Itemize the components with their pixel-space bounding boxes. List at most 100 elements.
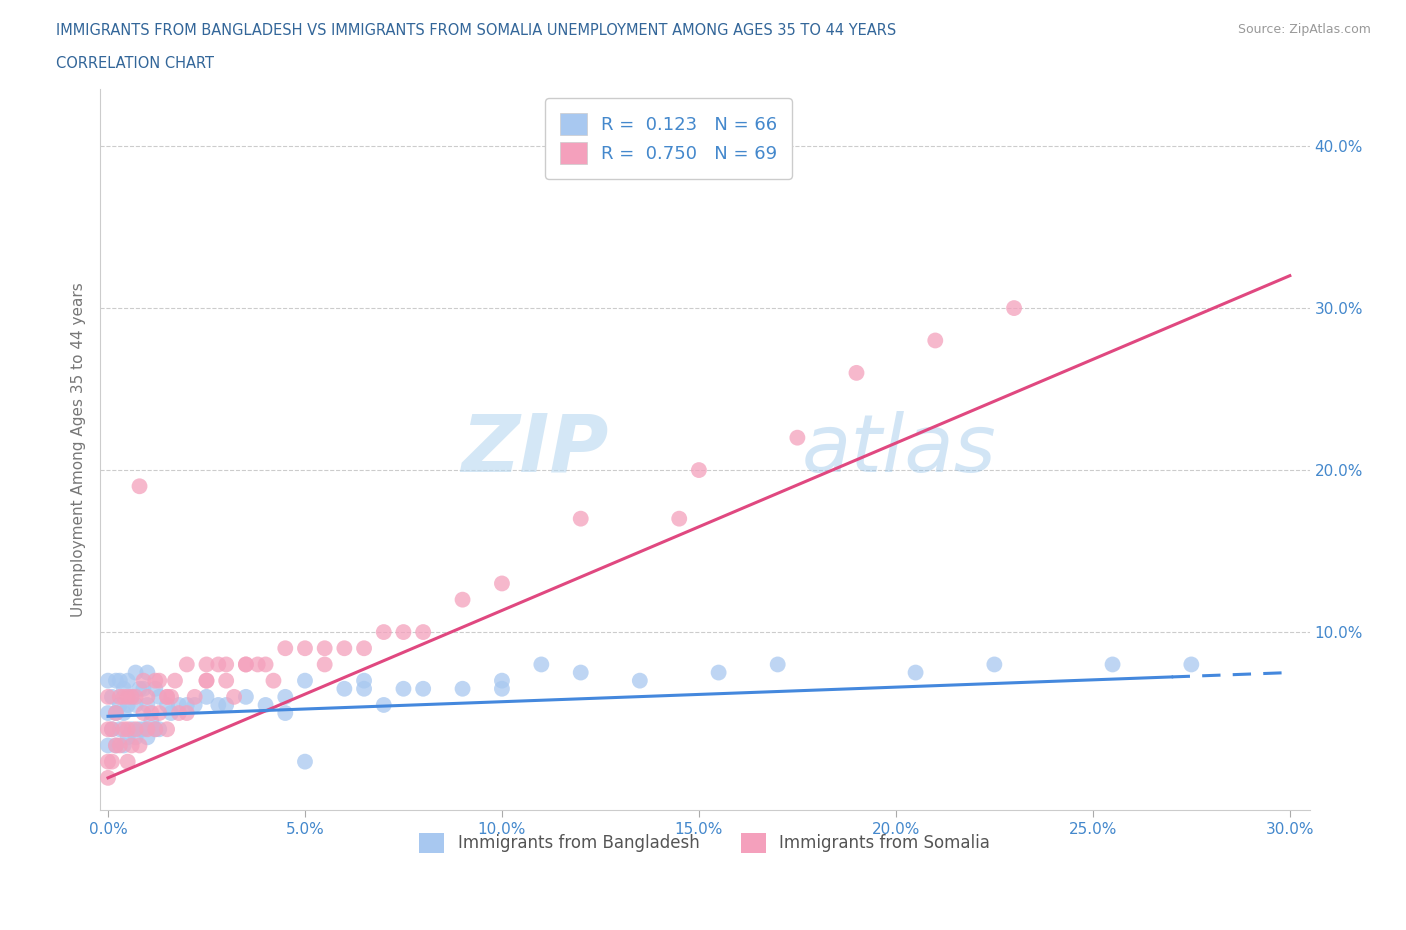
- Point: [167, 698, 190, 712]
- Point: [766, 657, 789, 671]
- Point: [112, 682, 135, 697]
- Point: [353, 673, 375, 688]
- Point: [104, 706, 127, 721]
- Point: [112, 722, 135, 737]
- Point: [215, 673, 238, 688]
- Point: [215, 698, 238, 712]
- Point: [262, 673, 284, 688]
- Point: [707, 665, 730, 680]
- Point: [160, 689, 183, 704]
- Point: [333, 682, 356, 697]
- Point: [207, 657, 229, 671]
- Point: [128, 738, 150, 753]
- Point: [104, 706, 127, 721]
- Point: [333, 641, 356, 656]
- Text: Source: ZipAtlas.com: Source: ZipAtlas.com: [1237, 23, 1371, 36]
- Point: [117, 673, 139, 688]
- Point: [121, 722, 143, 737]
- Point: [124, 698, 146, 712]
- Point: [136, 698, 159, 712]
- Text: IMMIGRANTS FROM BANGLADESH VS IMMIGRANTS FROM SOMALIA UNEMPLOYMENT AMONG AGES 35: IMMIGRANTS FROM BANGLADESH VS IMMIGRANTS…: [56, 23, 897, 38]
- Text: ZIP: ZIP: [461, 411, 607, 489]
- Point: [373, 625, 395, 640]
- Point: [124, 730, 146, 745]
- Point: [104, 673, 127, 688]
- Point: [128, 682, 150, 697]
- Point: [97, 770, 120, 785]
- Point: [530, 657, 553, 671]
- Point: [246, 657, 269, 671]
- Point: [569, 665, 592, 680]
- Point: [176, 657, 198, 671]
- Point: [314, 657, 336, 671]
- Point: [392, 625, 415, 640]
- Point: [491, 673, 513, 688]
- Point: [373, 698, 395, 712]
- Point: [274, 706, 297, 721]
- Point: [97, 754, 120, 769]
- Point: [845, 365, 868, 380]
- Point: [108, 698, 131, 712]
- Point: [97, 706, 120, 721]
- Point: [104, 738, 127, 753]
- Point: [786, 431, 808, 445]
- Point: [104, 738, 127, 753]
- Point: [235, 657, 257, 671]
- Point: [160, 706, 183, 721]
- Point: [112, 689, 135, 704]
- Point: [195, 673, 218, 688]
- Point: [904, 665, 927, 680]
- Point: [1180, 657, 1202, 671]
- Point: [183, 698, 205, 712]
- Point: [451, 592, 474, 607]
- Point: [156, 689, 179, 704]
- Point: [668, 512, 690, 526]
- Point: [569, 512, 592, 526]
- Point: [97, 738, 120, 753]
- Point: [451, 682, 474, 697]
- Point: [112, 738, 135, 753]
- Point: [132, 722, 155, 737]
- Point: [294, 754, 316, 769]
- Point: [156, 698, 179, 712]
- Point: [1101, 657, 1123, 671]
- Point: [143, 722, 166, 737]
- Point: [108, 673, 131, 688]
- Point: [121, 689, 143, 704]
- Point: [353, 641, 375, 656]
- Point: [163, 673, 186, 688]
- Point: [412, 625, 434, 640]
- Point: [314, 641, 336, 656]
- Point: [148, 706, 170, 721]
- Point: [167, 706, 190, 721]
- Point: [108, 738, 131, 753]
- Point: [215, 657, 238, 671]
- Point: [148, 689, 170, 704]
- Point: [143, 722, 166, 737]
- Point: [132, 682, 155, 697]
- Point: [141, 713, 163, 728]
- Point: [491, 682, 513, 697]
- Legend: Immigrants from Bangladesh, Immigrants from Somalia: Immigrants from Bangladesh, Immigrants f…: [413, 826, 997, 859]
- Point: [254, 657, 277, 671]
- Point: [176, 706, 198, 721]
- Point: [688, 462, 710, 477]
- Point: [97, 689, 120, 704]
- Point: [136, 689, 159, 704]
- Point: [136, 722, 159, 737]
- Point: [491, 576, 513, 591]
- Point: [117, 754, 139, 769]
- Point: [132, 673, 155, 688]
- Point: [294, 673, 316, 688]
- Point: [207, 698, 229, 712]
- Point: [254, 698, 277, 712]
- Point: [195, 673, 218, 688]
- Point: [112, 706, 135, 721]
- Point: [121, 689, 143, 704]
- Point: [628, 673, 651, 688]
- Point: [195, 657, 218, 671]
- Point: [141, 706, 163, 721]
- Point: [274, 689, 297, 704]
- Point: [156, 722, 179, 737]
- Point: [117, 689, 139, 704]
